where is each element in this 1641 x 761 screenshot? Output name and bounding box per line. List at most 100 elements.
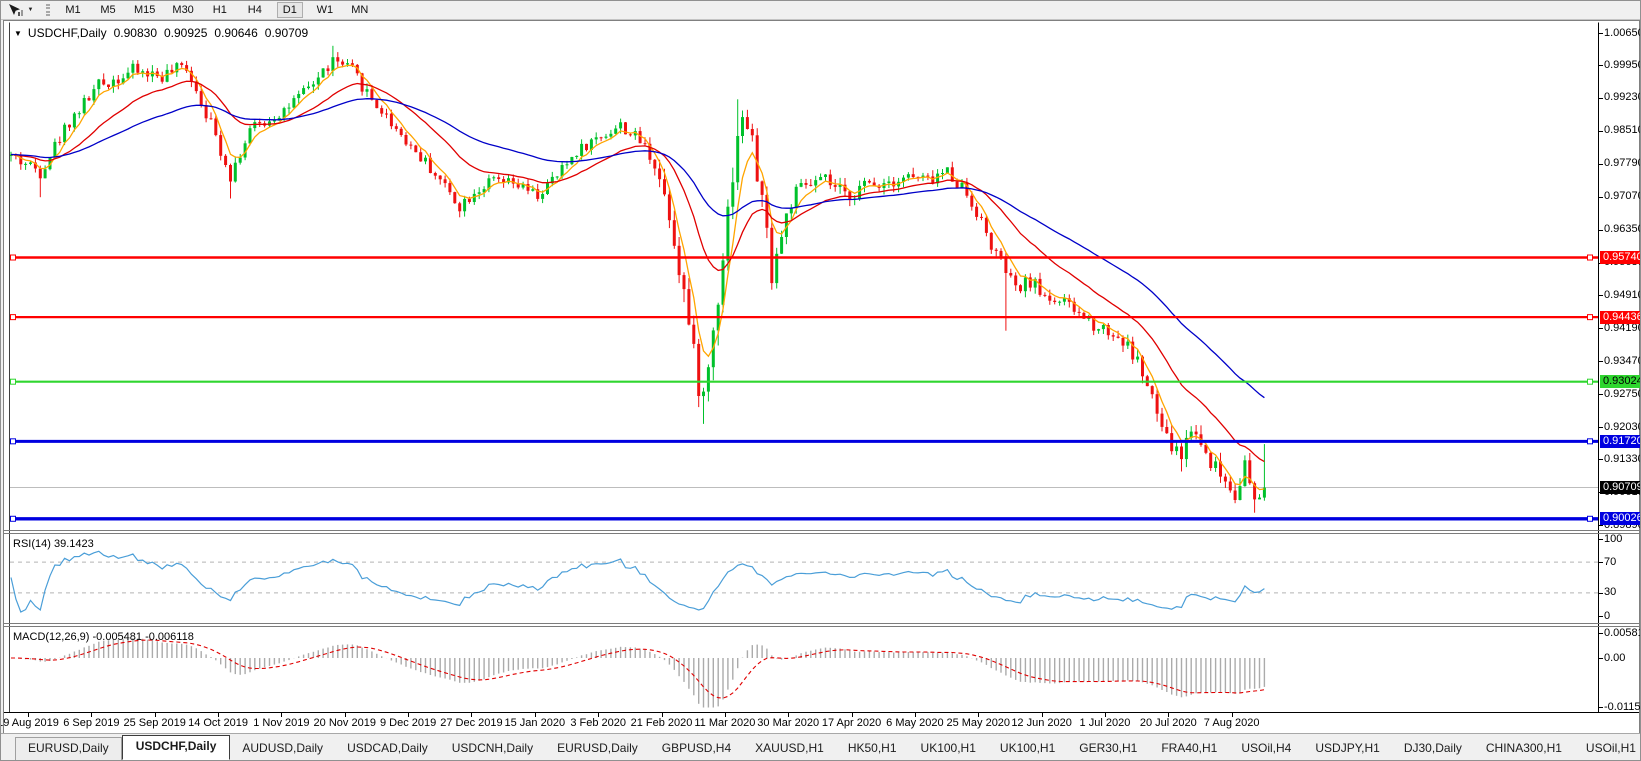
tab-dj30-daily[interactable]: DJ30,Daily xyxy=(1403,741,1462,755)
y-axis-tick: 0.91330 xyxy=(1604,452,1641,465)
y-axis-tick: 0.97070 xyxy=(1604,190,1641,203)
macd-axis-tick: 0.00 xyxy=(1604,651,1626,664)
tab-usdjpy-h1[interactable]: USDJPY,H1 xyxy=(1315,741,1380,755)
dropdown-arrow-icon: ▼ xyxy=(27,7,34,13)
x-axis-date: 17 Apr 2020 xyxy=(821,717,882,729)
y-axis-tick: 0.96350 xyxy=(1604,223,1641,236)
timeframe-button-h4[interactable]: H4 xyxy=(242,2,268,18)
line-handle[interactable] xyxy=(1587,438,1593,445)
macd-axis-tick: 0.005818 xyxy=(1604,626,1640,639)
ma-medium-line xyxy=(10,80,1265,463)
tab-uk100-h1[interactable]: UK100,H1 xyxy=(999,741,1056,755)
line-handle[interactable] xyxy=(1587,314,1593,321)
tab-audusd-daily[interactable]: AUDUSD,Daily xyxy=(242,741,324,755)
line-handle[interactable] xyxy=(10,378,16,385)
line-handle[interactable] xyxy=(1587,515,1593,522)
timeframe-button-w1[interactable]: W1 xyxy=(312,2,338,18)
macd-signal-line xyxy=(11,639,1265,699)
timeframe-button-group: M1 M5 M15 M30 H1 H4 D1 W1 MN xyxy=(60,2,373,18)
tab-usoil-h4[interactable]: USOil,H4 xyxy=(1241,741,1292,755)
timeframe-button-d1[interactable]: D1 xyxy=(276,2,303,18)
timeframe-button-m15[interactable]: M15 xyxy=(130,2,159,18)
tab-usoil-h1[interactable]: USOil,H1 xyxy=(1585,741,1636,755)
chart-tab-bar: EURUSD,Daily USDCHF,Daily AUDUSD,Daily USDC… xyxy=(1,733,1640,760)
price-line-label: 0.90026 xyxy=(1600,512,1640,526)
line-handle[interactable] xyxy=(1587,254,1593,261)
line-handle[interactable] xyxy=(10,254,16,261)
x-axis-date: 15 Jan 2020 xyxy=(504,717,566,729)
x-axis-date: 25 May 2020 xyxy=(946,717,1011,729)
cursor-tool-button[interactable] xyxy=(6,2,24,19)
rsi-line xyxy=(10,550,1265,613)
y-axis-tick: 1.00650 xyxy=(1604,26,1641,39)
y-axis-tick: 0.93470 xyxy=(1604,354,1641,367)
ma-slow-line xyxy=(10,98,1265,399)
line-handle[interactable] xyxy=(10,314,16,321)
y-axis-tick: 0.98510 xyxy=(1604,124,1641,137)
timeframe-button-h1[interactable]: H1 xyxy=(207,2,233,18)
x-axis-date: 21 Feb 2020 xyxy=(630,717,693,729)
chart-toolbar: ▼ M1 M5 M15 M30 H1 H4 D1 W1 MN xyxy=(1,1,1640,20)
macd-axis-tick: -0.011514 xyxy=(1604,700,1641,713)
rsi-axis-tick: 30 xyxy=(1604,586,1617,599)
tab-usdchf-daily[interactable]: USDCHF,Daily xyxy=(121,735,231,760)
line-handle[interactable] xyxy=(1587,378,1593,385)
price-line-label: 0.94436 xyxy=(1600,310,1640,324)
cursor-tool-icon xyxy=(9,4,23,16)
x-axis-date: 3 Feb 2020 xyxy=(570,717,626,729)
x-axis-date: 20 Jul 2020 xyxy=(1139,717,1197,729)
toolbar-grip[interactable] xyxy=(46,4,50,16)
y-axis-tick: 0.97790 xyxy=(1604,157,1641,170)
y-axis-tick: 0.94190 xyxy=(1604,321,1641,334)
x-axis-date: 14 Oct 2019 xyxy=(188,717,249,729)
tab-xauusd-h1[interactable]: XAUUSD,H1 xyxy=(755,741,824,755)
tab-gbpusd-h4[interactable]: GBPUSD,H4 xyxy=(661,741,732,755)
x-axis-date: 1 Nov 2019 xyxy=(253,717,310,729)
x-axis-date: 9 Dec 2019 xyxy=(379,717,437,729)
y-axis-tick: 0.94910 xyxy=(1604,288,1641,301)
timeframe-button-m5[interactable]: M5 xyxy=(95,2,121,18)
tab-usdcad-daily[interactable]: USDCAD,Daily xyxy=(347,741,428,755)
y-axis-tick: 0.99950 xyxy=(1604,58,1641,71)
y-axis-tick: 0.92030 xyxy=(1604,420,1641,433)
line-handle[interactable] xyxy=(10,438,16,445)
ma-fast-line xyxy=(10,64,1265,491)
tab-fra40-h1[interactable]: FRA40,H1 xyxy=(1161,741,1218,755)
tab-hk50-h1[interactable]: HK50,H1 xyxy=(847,741,897,755)
x-axis-date: 1 Jul 2020 xyxy=(1079,717,1131,729)
tab-china300-h1[interactable]: CHINA300,H1 xyxy=(1485,741,1562,755)
rsi-axis-tick: 100 xyxy=(1604,532,1623,545)
tab-eurusd-daily[interactable]: EURUSD,Daily xyxy=(15,737,122,760)
rsi-axis-tick: 0 xyxy=(1604,609,1611,622)
x-axis-date: 6 May 2020 xyxy=(886,717,944,729)
timeframe-button-m30[interactable]: M30 xyxy=(168,2,197,18)
rsi-axis-tick: 70 xyxy=(1604,555,1617,568)
current-price-label: 0.90709 xyxy=(1600,481,1640,495)
price-line-label: 0.91720 xyxy=(1600,434,1640,448)
tab-eurusd-daily[interactable]: EURUSD,Daily xyxy=(557,741,638,755)
tab-uk100-h1[interactable]: UK100,H1 xyxy=(920,741,976,755)
x-axis-date: 30 Mar 2020 xyxy=(757,717,820,729)
x-axis-date: 12 Jun 2020 xyxy=(1011,717,1072,729)
x-axis-date: 6 Sep 2019 xyxy=(63,717,120,729)
x-axis-date: 20 Nov 2019 xyxy=(313,717,376,729)
y-axis-tick: 0.99230 xyxy=(1604,91,1641,104)
x-axis-date: 25 Sep 2019 xyxy=(123,717,186,729)
x-axis-date: 27 Dec 2019 xyxy=(440,717,503,729)
price-line-label: 0.93024 xyxy=(1600,375,1640,389)
candles-layer xyxy=(10,45,1266,513)
price-line-label: 0.95740 xyxy=(1600,251,1640,264)
y-axis-tick: 0.92750 xyxy=(1604,387,1641,400)
cursor-tool-dropdown[interactable]: ▼ xyxy=(24,2,37,19)
tab-ger30-h1[interactable]: GER30,H1 xyxy=(1079,741,1138,755)
timeframe-button-m1[interactable]: M1 xyxy=(60,2,86,18)
x-axis-date: 11 Mar 2020 xyxy=(694,717,756,729)
line-handle[interactable] xyxy=(10,515,16,522)
x-axis-date: 7 Aug 2020 xyxy=(1203,717,1260,729)
timeframe-button-mn[interactable]: MN xyxy=(347,2,373,18)
tab-usdcnh-daily[interactable]: USDCNH,Daily xyxy=(451,741,534,755)
panel-borders xyxy=(4,22,1639,717)
x-axis-date: 19 Aug 2019 xyxy=(0,717,59,729)
